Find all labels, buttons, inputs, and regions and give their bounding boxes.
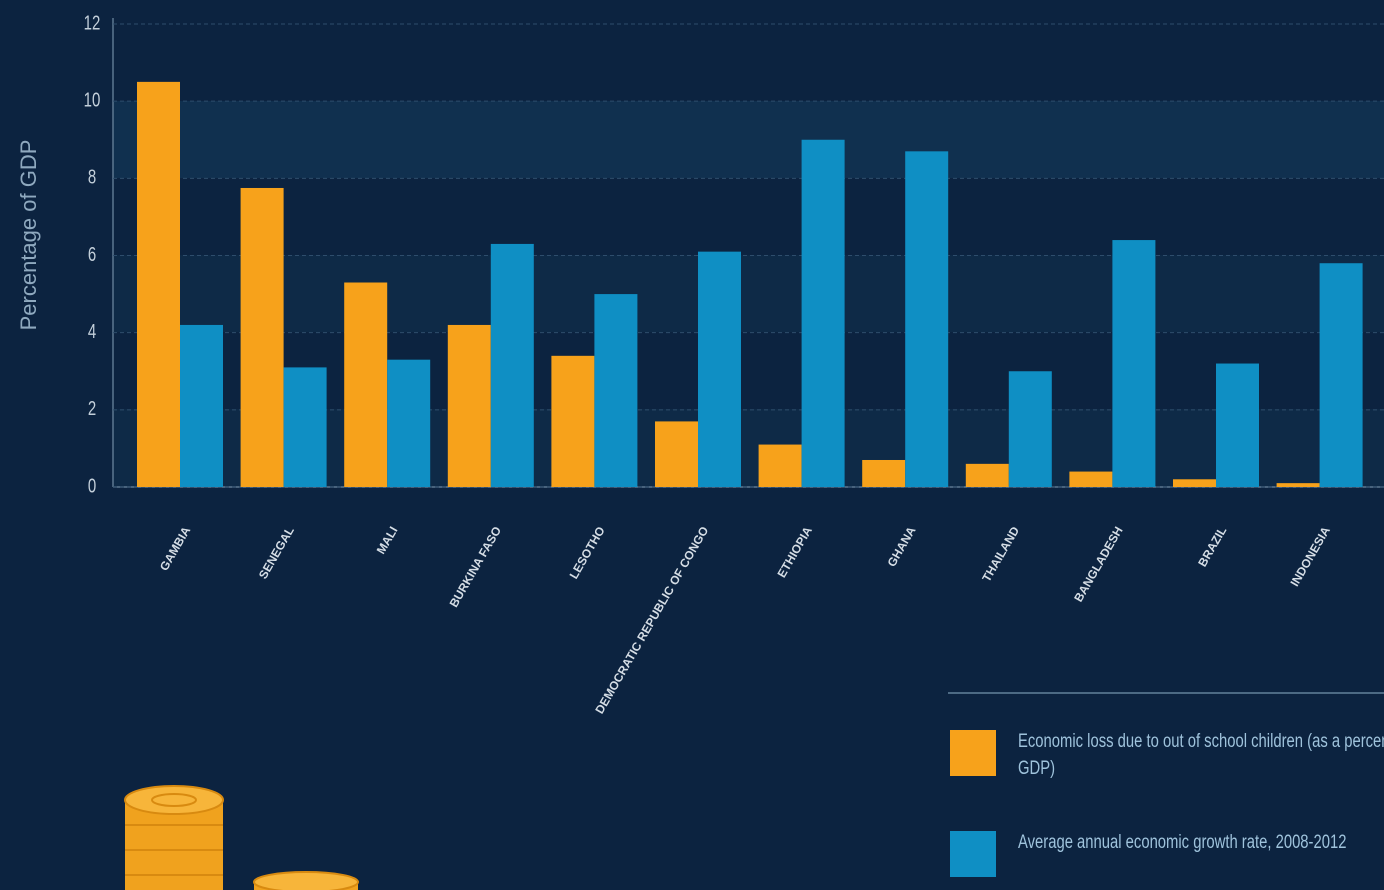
legend-label: Average annual economic growth rate, 200…	[1018, 832, 1347, 853]
bar	[1173, 479, 1216, 487]
x-tick-label: MALI	[374, 524, 401, 556]
bar	[1008, 371, 1052, 487]
bar	[1112, 240, 1156, 487]
bar	[447, 324, 491, 487]
bar	[965, 463, 1009, 487]
bar	[594, 294, 638, 487]
bar	[801, 139, 845, 487]
bar	[655, 421, 698, 487]
y-tick-label: 2	[88, 397, 96, 420]
band	[113, 101, 1384, 178]
bar	[551, 355, 595, 487]
bar	[387, 359, 431, 487]
bar	[1276, 483, 1320, 487]
x-tick-label: DEMOCRATIC REPUBLIC OF CONGO	[592, 524, 711, 716]
bar	[240, 187, 284, 487]
x-tick-label: GAMBIA	[157, 524, 194, 573]
bar	[905, 151, 949, 487]
x-tick-label: BURKINA FASO	[447, 524, 505, 610]
legend-label: Economic loss due to out of school child…	[1018, 731, 1384, 779]
bar	[344, 282, 388, 487]
x-tick-label: SENEGAL	[256, 524, 297, 581]
bar	[180, 324, 223, 487]
bar	[1319, 263, 1363, 487]
x-tick-label: GHANA	[884, 524, 918, 569]
y-tick-label: 8	[88, 166, 96, 189]
bar	[1069, 471, 1113, 487]
x-tick-label: ETHIOPIA	[774, 524, 815, 580]
y-tick-label: 6	[88, 243, 96, 266]
y-tick-label: 10	[84, 88, 101, 111]
y-axis-label: Percentage of GDP	[16, 140, 41, 331]
bar	[862, 459, 906, 487]
bar	[1216, 363, 1259, 487]
band	[113, 255, 1384, 332]
x-tick-label: BRAZIL	[1195, 524, 1229, 569]
x-tick-label: LESOTHO	[567, 524, 608, 581]
legend-swatch	[950, 831, 996, 877]
coins	[124, 785, 359, 890]
legend-swatch	[950, 730, 996, 776]
bar	[137, 81, 180, 487]
bar	[283, 367, 327, 487]
x-tick-label: INDONESIA	[1287, 524, 1333, 589]
bar	[490, 243, 534, 487]
x-tick-label: THAILAND	[979, 524, 1022, 584]
y-tick-label: 4	[88, 320, 96, 343]
y-tick-label: 12	[84, 11, 101, 34]
bar	[698, 251, 741, 487]
y-tick-label: 0	[88, 474, 96, 497]
bar	[758, 444, 802, 487]
x-tick-label: BANGLADESH	[1071, 524, 1125, 604]
